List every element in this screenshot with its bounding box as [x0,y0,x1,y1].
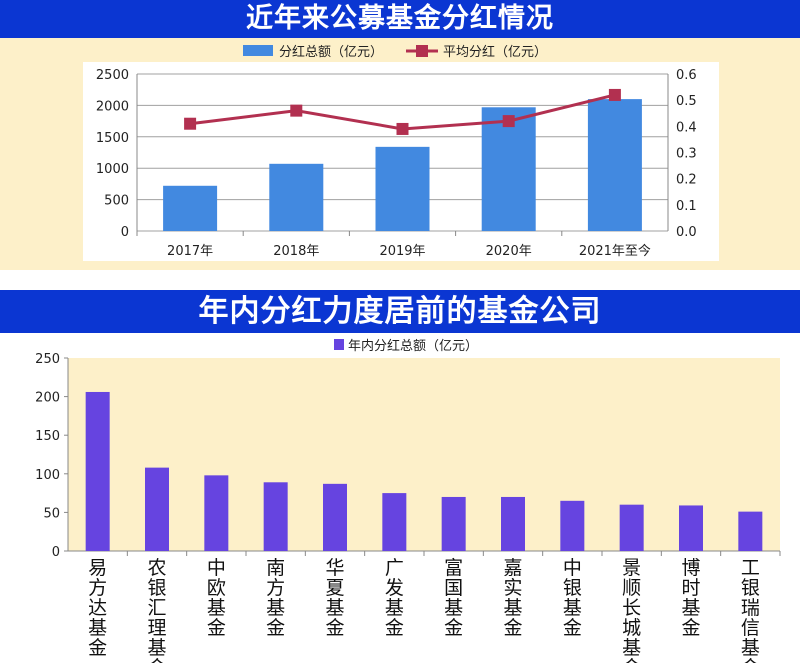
legend-swatch [334,339,344,350]
line-marker [290,104,303,117]
chart2-title-banner: 年内分红力度居前的基金公司 [0,290,800,333]
legend-label: 年内分红总额（亿元） [348,338,478,354]
bar [679,505,703,551]
x-tick-label: 工银瑞信基金 [741,557,760,663]
y-tick-label: 2000 [96,99,129,114]
y-tick-label: 500 [104,194,129,209]
x-tick-label: 中欧基金 [207,557,226,639]
y-tick-label: 150 [35,429,60,444]
bar [619,504,644,551]
legend-marker [416,45,428,57]
legend-label: 分红总额（亿元） [279,44,383,60]
y2-tick-label: 0.1 [676,199,697,214]
line-marker [502,115,515,128]
bar [323,483,347,551]
bar [85,391,110,551]
chart1-title-banner: 近年来公募基金分红情况 [0,0,800,38]
legend-swatch-bar [243,45,273,56]
y-tick-label: 0 [52,545,60,560]
x-tick-label: 华夏基金 [325,557,344,639]
bar [501,496,525,551]
line-marker [184,117,197,130]
y2-tick-label: 0.2 [676,173,697,188]
bar [738,511,763,551]
y2-tick-label: 0.4 [676,120,697,135]
line-marker [608,88,621,101]
bar [375,146,430,231]
bar [441,496,466,551]
x-tick-label: 景顺长城基金 [622,557,641,663]
y-tick-label: 200 [35,391,60,406]
bar [263,482,288,551]
y-tick-label: 250 [35,352,60,367]
bar [382,493,407,551]
x-tick-label: 嘉实基金 [503,557,522,639]
bar [560,500,585,551]
bar [587,99,642,232]
x-tick-label: 农银汇理基金 [147,557,166,663]
y-tick-label: 2500 [96,68,129,83]
line-marker [396,122,409,135]
y-tick-label: 50 [43,506,60,521]
x-tick-label: 2021年至今 [579,243,651,259]
bar [163,185,218,231]
y2-tick-label: 0.6 [676,68,697,83]
x-tick-label: 南方基金 [266,557,285,639]
bar [269,163,324,231]
x-tick-label: 2018年 [273,244,319,259]
chart2-plot-area [68,358,780,551]
legend-label: 平均分红（亿元） [443,44,547,60]
y-tick-label: 100 [35,468,60,483]
x-tick-label: 广发基金 [385,557,404,639]
y-tick-label: 1000 [96,162,129,177]
x-tick-label: 中银基金 [563,557,582,639]
y2-tick-label: 0.5 [676,94,697,109]
x-tick-label: 易方达基金 [88,557,107,659]
y-tick-label: 0 [121,225,129,240]
bar [204,475,229,551]
y2-tick-label: 0.3 [676,147,697,162]
x-tick-label: 博时基金 [681,557,700,639]
bar [481,107,536,231]
x-tick-label: 富国基金 [444,557,463,639]
x-tick-label: 2017年 [167,244,213,259]
y2-tick-label: 0.0 [676,225,697,240]
bar [145,467,169,551]
x-tick-label: 2020年 [486,244,532,259]
y-tick-label: 1500 [96,131,129,146]
x-tick-label: 2019年 [379,244,425,259]
